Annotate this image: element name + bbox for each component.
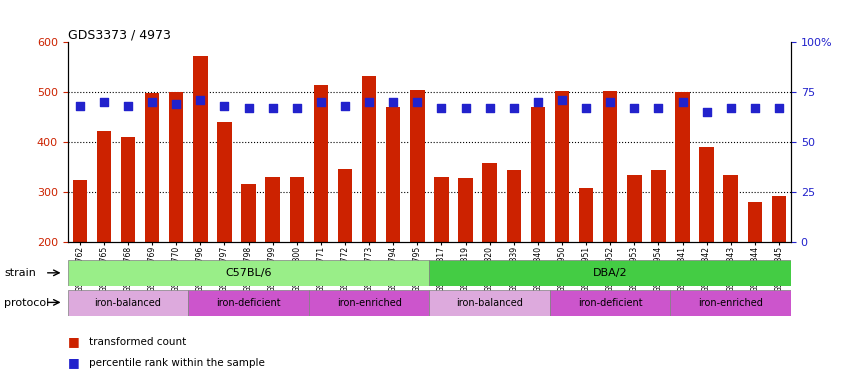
FancyBboxPatch shape xyxy=(68,290,188,316)
Point xyxy=(290,105,304,111)
FancyBboxPatch shape xyxy=(309,290,429,316)
Text: DBA/2: DBA/2 xyxy=(593,268,628,278)
Point xyxy=(242,105,255,111)
FancyBboxPatch shape xyxy=(550,290,670,316)
Bar xyxy=(338,169,352,342)
Bar xyxy=(241,184,255,342)
FancyBboxPatch shape xyxy=(670,290,791,316)
Bar xyxy=(96,131,111,342)
FancyBboxPatch shape xyxy=(429,290,550,316)
Point xyxy=(146,99,159,105)
Point xyxy=(121,103,135,109)
Point xyxy=(700,109,713,115)
Text: GDS3373 / 4973: GDS3373 / 4973 xyxy=(68,28,171,41)
Bar xyxy=(386,107,400,342)
Point xyxy=(266,105,279,111)
Bar xyxy=(73,180,87,342)
Bar xyxy=(627,175,641,342)
Bar xyxy=(169,92,184,342)
Text: iron-enriched: iron-enriched xyxy=(337,298,402,308)
Text: percentile rank within the sample: percentile rank within the sample xyxy=(89,358,265,368)
Text: iron-enriched: iron-enriched xyxy=(698,298,763,308)
Point xyxy=(507,105,520,111)
Text: ■: ■ xyxy=(68,335,80,348)
Text: strain: strain xyxy=(4,268,36,278)
Bar xyxy=(603,91,618,342)
Point xyxy=(362,99,376,105)
Point xyxy=(772,105,786,111)
Point xyxy=(483,105,497,111)
Point xyxy=(73,103,86,109)
Bar xyxy=(675,92,689,342)
Bar xyxy=(217,122,232,342)
FancyBboxPatch shape xyxy=(188,290,309,316)
Bar xyxy=(482,163,497,342)
Point xyxy=(628,105,641,111)
Point xyxy=(531,99,545,105)
Point xyxy=(169,101,183,107)
Point xyxy=(748,105,761,111)
Point xyxy=(580,105,593,111)
Point xyxy=(435,105,448,111)
Bar xyxy=(772,196,786,342)
Bar xyxy=(530,107,545,342)
Bar xyxy=(555,91,569,342)
Point xyxy=(410,99,424,105)
FancyBboxPatch shape xyxy=(68,260,429,286)
Text: C57BL/6: C57BL/6 xyxy=(225,268,272,278)
Point xyxy=(314,99,327,105)
Bar xyxy=(507,170,521,342)
Point xyxy=(459,105,472,111)
Text: ■: ■ xyxy=(68,356,80,369)
Bar xyxy=(434,177,448,342)
Bar xyxy=(193,56,207,342)
Point xyxy=(555,97,569,103)
Bar xyxy=(579,188,593,342)
Point xyxy=(194,97,207,103)
Text: transformed count: transformed count xyxy=(89,337,186,347)
Point xyxy=(387,99,400,105)
Bar xyxy=(121,137,135,342)
Bar xyxy=(266,177,280,342)
Bar xyxy=(314,85,328,342)
Text: iron-balanced: iron-balanced xyxy=(456,298,523,308)
Bar xyxy=(145,93,159,342)
Bar xyxy=(651,170,666,342)
Point xyxy=(217,103,231,109)
Bar xyxy=(748,202,762,342)
Point xyxy=(724,105,738,111)
Text: iron-deficient: iron-deficient xyxy=(217,298,281,308)
Bar xyxy=(723,175,738,342)
Bar xyxy=(289,177,304,342)
Text: iron-balanced: iron-balanced xyxy=(95,298,162,308)
Point xyxy=(97,99,111,105)
Point xyxy=(676,99,689,105)
Bar xyxy=(410,90,425,342)
FancyBboxPatch shape xyxy=(429,260,791,286)
Text: protocol: protocol xyxy=(4,298,49,308)
Text: iron-deficient: iron-deficient xyxy=(578,298,642,308)
Point xyxy=(603,99,617,105)
Bar xyxy=(459,178,473,342)
Bar xyxy=(362,76,376,342)
Bar xyxy=(700,147,714,342)
Point xyxy=(338,103,352,109)
Point xyxy=(651,105,665,111)
